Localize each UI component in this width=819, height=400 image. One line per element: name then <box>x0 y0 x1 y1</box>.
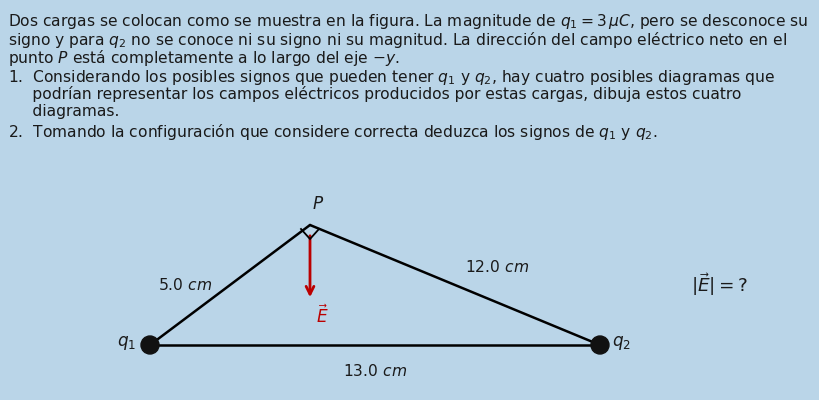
Text: $5.0\ cm$: $5.0\ cm$ <box>157 277 212 293</box>
Text: 2.  Tomando la configuración que considere correcta deduzca los signos de $q_1$ : 2. Tomando la configuración que consider… <box>8 122 657 142</box>
Circle shape <box>141 336 159 354</box>
Circle shape <box>590 336 609 354</box>
Text: $P$: $P$ <box>311 195 324 213</box>
Text: $12.0\ cm$: $12.0\ cm$ <box>464 259 528 275</box>
Text: 1.  Considerando los posibles signos que pueden tener $q_1$ y $q_2$, hay cuatro : 1. Considerando los posibles signos que … <box>8 68 774 87</box>
Text: diagramas.: diagramas. <box>8 104 120 119</box>
Text: podrían representar los campos eléctricos producidos por estas cargas, dibuja es: podrían representar los campos eléctrico… <box>8 86 740 102</box>
Text: signo y para $q_2$ no se conoce ni su signo ni su magnitud. La dirección del cam: signo y para $q_2$ no se conoce ni su si… <box>8 30 786 50</box>
Text: Dos cargas se colocan como se muestra en la figura. La magnitude de $q_1 = 3\,\m: Dos cargas se colocan como se muestra en… <box>8 12 808 31</box>
Text: $|\vec{E}| = ?$: $|\vec{E}| = ?$ <box>690 272 748 298</box>
Text: $13.0\ cm$: $13.0\ cm$ <box>342 363 406 379</box>
Text: $q_2$: $q_2$ <box>611 334 631 352</box>
Text: $q_1$: $q_1$ <box>116 334 136 352</box>
Text: $\vec{E}$: $\vec{E}$ <box>315 304 328 326</box>
Text: punto $P$ está completamente a lo largo del eje $-y$.: punto $P$ está completamente a lo largo … <box>8 48 399 68</box>
